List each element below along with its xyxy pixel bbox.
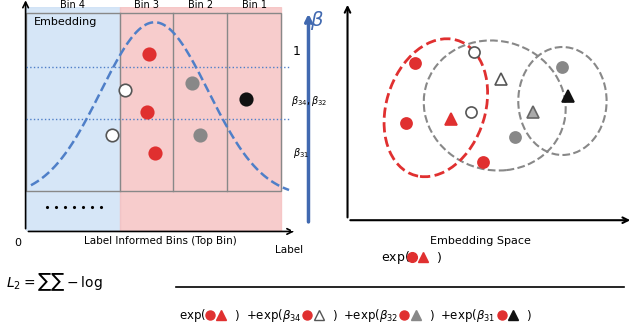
Text: 1: 1 xyxy=(293,45,301,58)
Bar xyxy=(120,7,281,231)
Bar xyxy=(26,7,120,231)
Text: $+\exp(\beta_{32}$: $+\exp(\beta_{32}$ xyxy=(343,307,398,324)
Text: $\beta$: $\beta$ xyxy=(310,9,324,32)
Text: $+\exp(\beta_{31}$: $+\exp(\beta_{31}$ xyxy=(440,307,495,324)
Text: Bin 2: Bin 2 xyxy=(188,0,213,10)
Text: $)$: $)$ xyxy=(332,308,337,323)
Text: $\exp($: $\exp($ xyxy=(179,307,207,324)
Text: $\exp($: $\exp($ xyxy=(381,249,410,266)
Text: $)$: $)$ xyxy=(234,308,240,323)
Text: Bin 1: Bin 1 xyxy=(241,0,267,10)
Text: Bin 3: Bin 3 xyxy=(134,0,159,10)
Text: $+\exp(\beta_{34}$: $+\exp(\beta_{34}$ xyxy=(246,307,301,324)
Text: $\beta_{34}, \beta_{32}$: $\beta_{34}, \beta_{32}$ xyxy=(291,94,328,108)
X-axis label: Label Informed Bins (Top Bin): Label Informed Bins (Top Bin) xyxy=(84,236,236,245)
Text: $)$: $)$ xyxy=(526,308,532,323)
Text: $\beta_{31}$: $\beta_{31}$ xyxy=(293,146,309,160)
Text: $)$: $)$ xyxy=(429,308,435,323)
Text: Label: Label xyxy=(275,245,303,255)
Text: Embedding: Embedding xyxy=(34,17,97,27)
X-axis label: Embedding Space: Embedding Space xyxy=(429,236,531,245)
Bar xyxy=(26,13,281,191)
Text: $L_2 = \sum\sum -\log$: $L_2 = \sum\sum -\log$ xyxy=(6,271,103,293)
Text: $)$: $)$ xyxy=(436,250,442,265)
Text: Bin 4: Bin 4 xyxy=(60,0,85,10)
Text: 0: 0 xyxy=(14,238,21,248)
